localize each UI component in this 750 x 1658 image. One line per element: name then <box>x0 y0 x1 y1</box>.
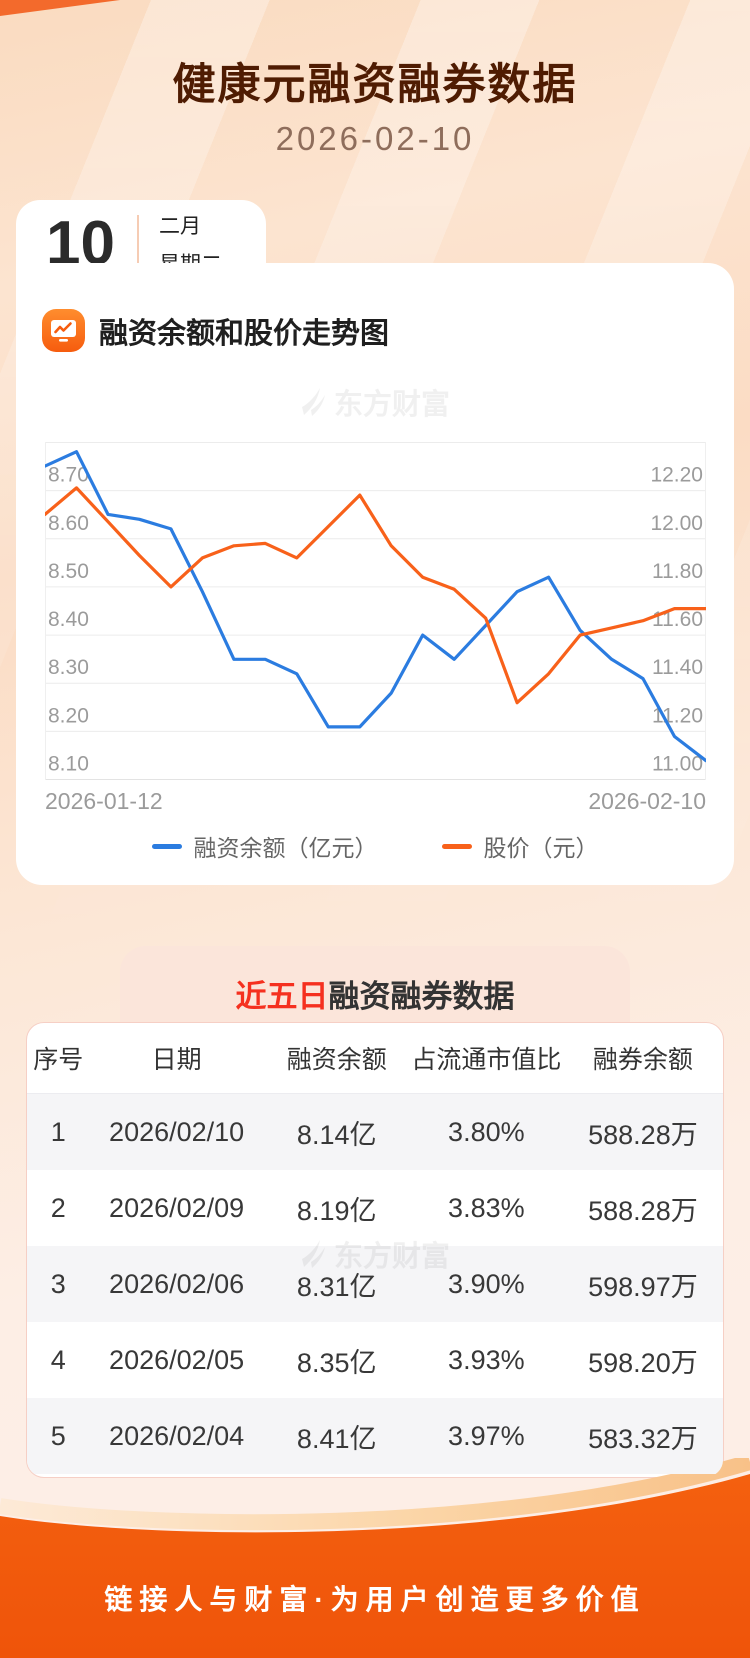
table-cell: 8.41亿 <box>296 1423 377 1454</box>
table-cell: 3.80% <box>448 1116 525 1147</box>
legend-swatch <box>441 843 472 849</box>
series-line-margin-balance <box>43 450 708 763</box>
left-axis-tick: 8.60 <box>48 512 89 535</box>
table-header-cell: 占流通市值比 <box>411 1046 562 1074</box>
legend-item: 股价（元） <box>441 829 599 863</box>
left-axis-tick: 8.70 <box>48 464 89 487</box>
table-header-cell: 日期 <box>151 1046 202 1074</box>
table-row: 5 2026/02/04 8.41亿 3.97% 583.32万 <box>27 1398 723 1474</box>
left-axis-tick: 8.10 <box>48 753 89 776</box>
corner-triangle-decoration <box>0 0 120 16</box>
table-cell: 588.28万 <box>588 1119 698 1150</box>
chart-legend: 融资余额（亿元） 股价（元） <box>16 829 734 863</box>
footer-slogan: 链接人与财富·为用户创造更多价值 <box>104 1584 646 1615</box>
table-cell: 588.28万 <box>588 1195 698 1226</box>
watermark-table: 东方财富 <box>300 1233 450 1275</box>
table-title-highlight: 近五日 <box>235 979 329 1014</box>
right-axis-tick: 11.00 <box>652 753 703 776</box>
table-row: 3 2026/02/06 8.31亿 3.90% 598.97万 <box>27 1246 723 1322</box>
table-header-row: 序号 日期 融资余额 占流通市值比 融券余额 <box>27 1023 723 1094</box>
x-axis-end-label: 2026-02-10 <box>588 788 706 814</box>
table-header-cell: 融券余额 <box>592 1046 693 1074</box>
table-cell: 2026/02/06 <box>109 1268 245 1299</box>
series-line-stock-price <box>43 486 708 705</box>
chart-title: 融资余额和股价走势图 <box>99 317 390 350</box>
table-row: 1 2026/02/10 8.14亿 3.80% 588.28万 <box>27 1094 723 1170</box>
table-cell: 3 <box>50 1268 66 1299</box>
right-axis-tick: 12.20 <box>650 464 703 487</box>
table-cell: 8.19亿 <box>296 1195 377 1226</box>
table-title-rest: 融资融券数据 <box>328 979 515 1014</box>
table-header-cell: 序号 <box>33 1046 84 1074</box>
table-cell: 5 <box>50 1420 66 1451</box>
table-header-cell: 融资余额 <box>286 1046 387 1074</box>
right-axis-tick: 11.40 <box>652 656 703 679</box>
legend-label: 股价（元） <box>483 835 599 861</box>
table-cell: 3.90% <box>448 1268 525 1299</box>
watermark-chart: 东方财富 <box>300 381 450 423</box>
table-cell: 2026/02/09 <box>109 1192 245 1223</box>
page-title: 健康元融资融券数据 <box>172 61 578 109</box>
right-axis-tick: 11.80 <box>652 560 703 583</box>
table-cell: 8.35亿 <box>296 1347 377 1378</box>
left-axis-tick: 8.20 <box>48 704 89 727</box>
chart-monitor-icon <box>42 309 85 352</box>
table-cell: 3.93% <box>448 1344 525 1375</box>
table-cell: 2026/02/04 <box>109 1420 245 1451</box>
table-cell: 4 <box>50 1344 66 1375</box>
table-cell: 1 <box>50 1116 66 1147</box>
eastmoney-logo-icon <box>301 1240 325 1268</box>
table-cell: 3.97% <box>448 1420 525 1451</box>
table-cell: 3.83% <box>448 1192 525 1223</box>
table-cell: 8.14亿 <box>296 1119 377 1150</box>
table-body: 序号 日期 融资余额 占流通市值比 融券余额 1 2026/02/10 8.14亿 3.80% 5… <box>27 1023 723 1474</box>
data-table: 东方财富 序号 日期 融资余额 占流通市值比 融券余额 1 2026/02/10 8.14亿 3… <box>26 1022 724 1478</box>
table-row: 2 2026/02/09 8.19亿 3.83% 588.28万 <box>27 1170 723 1246</box>
left-axis-tick: 8.40 <box>48 608 89 631</box>
date-badge-month: 二月 <box>158 215 201 238</box>
table-cell: 8.31亿 <box>296 1271 377 1302</box>
table-title: 近五日融资融券数据 <box>120 971 630 1016</box>
line-chart-plot: 8.8012.408.7012.208.6012.008.5011.808.40… <box>43 416 708 780</box>
x-axis-start-label: 2026-01-12 <box>45 788 163 814</box>
left-axis-tick: 8.50 <box>48 560 89 583</box>
legend-label: 融资余额（亿元） <box>193 835 378 861</box>
footer-wave <box>0 1458 750 1658</box>
eastmoney-logo-icon <box>301 388 325 416</box>
table-cell: 2 <box>50 1192 66 1223</box>
legend-item: 融资余额（亿元） <box>151 829 378 863</box>
right-axis-tick: 12.00 <box>650 512 703 535</box>
table-cell: 583.32万 <box>588 1423 698 1454</box>
left-axis-tick: 8.30 <box>48 656 89 679</box>
table-cell: 2026/02/05 <box>109 1344 245 1375</box>
table-cell: 598.20万 <box>588 1347 698 1378</box>
table-row: 4 2026/02/05 8.35亿 3.93% 598.20万 <box>27 1322 723 1398</box>
table-cell: 2026/02/10 <box>109 1116 245 1147</box>
table-cell: 598.97万 <box>588 1271 698 1302</box>
page-date: 2026-02-10 <box>275 120 475 157</box>
legend-swatch <box>151 843 182 849</box>
chart-section-header: 融资余额和股价走势图 <box>42 309 389 352</box>
right-axis-tick: 11.60 <box>652 608 703 631</box>
chart-card: 融资余额和股价走势图 东方财富 8.8012.408.7012.208.6012… <box>16 263 734 885</box>
date-badge-divider <box>136 215 139 273</box>
